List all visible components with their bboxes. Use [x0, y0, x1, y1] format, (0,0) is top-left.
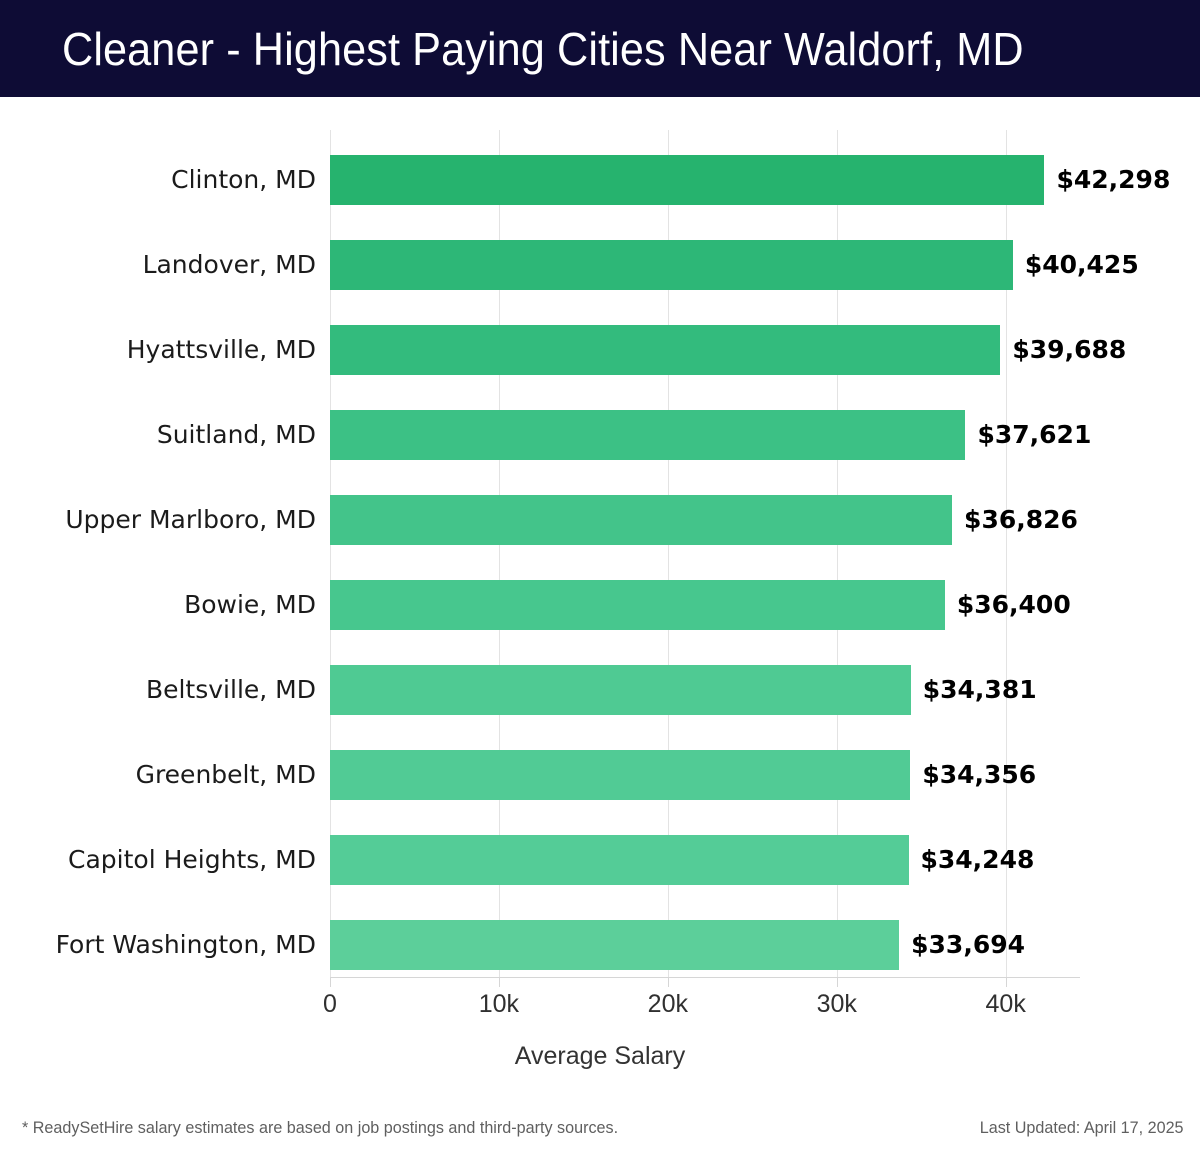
bar-row[interactable]: Fort Washington, MD $33,694 [0, 920, 1200, 970]
bar[interactable] [330, 495, 953, 545]
x-gridline [667, 130, 669, 977]
x-axis-title: Average Salary [514, 1042, 686, 1070]
bar-value-label: $37,621 [977, 420, 1092, 449]
x-axis-tick-label: 0 [323, 990, 337, 1018]
x-gridline [498, 130, 500, 977]
bar-row[interactable]: Landover, MD $40,425 [0, 240, 1200, 290]
bar[interactable] [330, 665, 911, 715]
x-axis-tick-label: 30k [816, 990, 857, 1018]
x-axis-tick-label: 40k [985, 990, 1026, 1018]
x-gridline [330, 130, 331, 977]
bar-row[interactable]: Capitol Heights, MD $34,248 [0, 835, 1200, 885]
footer-disclaimer: * ReadySetHire salary estimates are base… [22, 1118, 619, 1137]
x-axis-line [330, 977, 1080, 978]
bar-row[interactable]: Upper Marlboro, MD $36,826 [0, 495, 1200, 545]
x-gridline [836, 130, 838, 977]
bar[interactable] [330, 920, 900, 970]
bar-value-label: $40,425 [1024, 250, 1139, 279]
footer: * ReadySetHire salary estimates are base… [0, 1098, 1200, 1158]
x-gridline [1005, 130, 1007, 977]
bar-row[interactable]: Bowie, MD $36,400 [0, 580, 1200, 630]
bar-row[interactable]: Suitland, MD $37,621 [0, 410, 1200, 460]
x-axis-tick [836, 978, 838, 987]
y-axis-category-label: Capitol Heights, MD [68, 845, 316, 874]
x-axis-tick [330, 978, 331, 987]
bar-row[interactable]: Beltsville, MD $34,381 [0, 665, 1200, 715]
bar[interactable] [330, 750, 911, 800]
plot-area [330, 130, 1080, 977]
bar[interactable] [330, 325, 1001, 375]
bar-row[interactable]: Hyattsville, MD $39,688 [0, 325, 1200, 375]
bar-value-label: $36,826 [964, 505, 1078, 534]
bar-chart: Average Salary 0 10k 20k 30k 40k Clinton, MD $… [0, 97, 1200, 1097]
bar-value-label: $42,298 [1056, 165, 1171, 194]
chart-header-bar: Cleaner - Highest Paying Cities Near Wal… [0, 0, 1200, 97]
bar-value-label: $34,381 [922, 675, 1037, 704]
y-axis-category-label: Suitland, MD [156, 420, 316, 449]
bar-value-label: $34,356 [922, 760, 1037, 789]
footer-last-updated: Last Updated: April 17, 2025 [980, 1118, 1184, 1137]
bar[interactable] [330, 835, 909, 885]
x-axis-tick [667, 978, 669, 987]
x-axis-tick [1005, 978, 1007, 987]
bar-value-label: $33,694 [911, 930, 1026, 959]
bar[interactable] [330, 410, 966, 460]
y-axis-category-label: Landover, MD [142, 250, 316, 279]
y-axis-category-label: Beltsville, MD [145, 675, 316, 704]
y-axis-category-label: Greenbelt, MD [135, 760, 316, 789]
bar-row[interactable]: Clinton, MD $42,298 [0, 155, 1200, 205]
bar-value-label: $36,400 [956, 590, 1071, 619]
bar-value-label: $34,248 [920, 845, 1035, 874]
bar[interactable] [330, 240, 1013, 290]
x-axis-tick [498, 978, 500, 987]
bar[interactable] [330, 580, 945, 630]
bar-value-label: $39,688 [1012, 335, 1127, 364]
y-axis-category-label: Upper Marlboro, MD [65, 505, 316, 534]
y-axis-category-label: Hyattsville, MD [126, 335, 316, 364]
y-axis-category-label: Clinton, MD [171, 165, 316, 194]
y-axis-category-label: Fort Washington, MD [55, 930, 316, 959]
x-axis-tick-label: 20k [647, 990, 688, 1018]
page-title: Cleaner - Highest Paying Cities Near Wal… [62, 22, 1024, 75]
bar-row[interactable]: Greenbelt, MD $34,356 [0, 750, 1200, 800]
x-axis-tick-label: 10k [478, 990, 520, 1018]
bar[interactable] [330, 155, 1045, 205]
y-axis-category-label: Bowie, MD [184, 590, 316, 619]
